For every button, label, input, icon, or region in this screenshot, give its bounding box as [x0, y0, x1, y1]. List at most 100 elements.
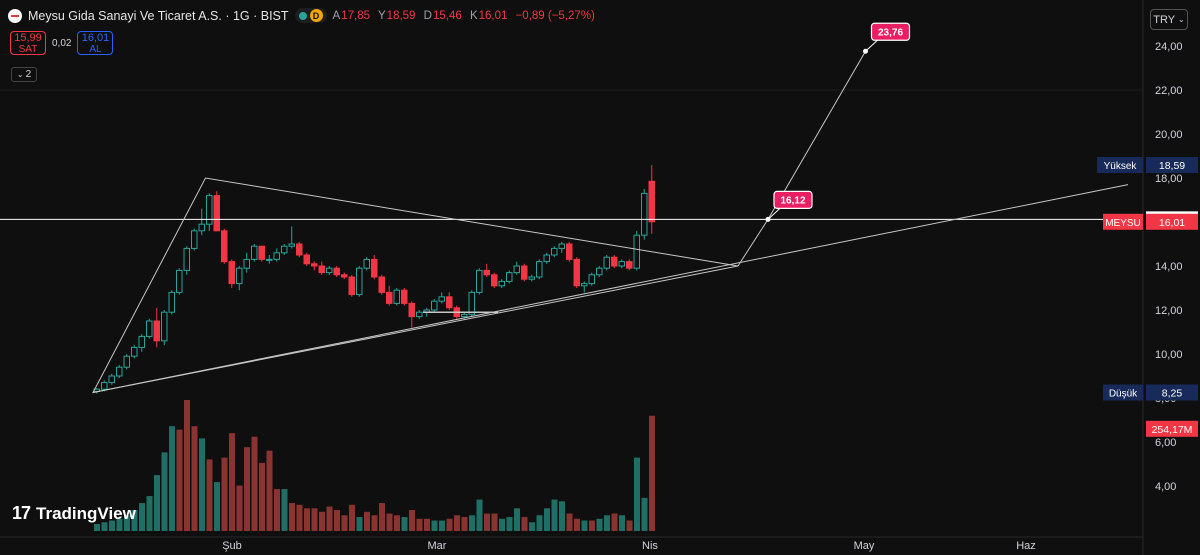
volume-bar	[439, 520, 445, 531]
y-tick-label: 4,00	[1155, 481, 1176, 493]
price-line-name-label: Düşük	[1109, 389, 1138, 400]
volume-bar	[626, 520, 633, 531]
candle-body	[521, 265, 528, 280]
price-axis-tag-value: 16,01	[1159, 217, 1185, 229]
currency-selector[interactable]: TRY ⌄	[1150, 9, 1188, 30]
volume-bar	[559, 501, 565, 531]
candle-body	[311, 263, 318, 267]
volume-bar	[131, 510, 138, 531]
candle-body	[303, 254, 310, 265]
buy-price: 16,01	[81, 32, 110, 44]
volume-bar	[649, 415, 655, 531]
spread-value: 0,02	[52, 37, 72, 49]
candle-body	[108, 375, 115, 384]
candle-body	[363, 258, 370, 269]
ohlc-open-value: 17,85	[341, 9, 370, 22]
candle-body	[258, 245, 265, 260]
candle-body	[168, 291, 175, 313]
brand-name: TradingView	[36, 503, 136, 523]
candle-body	[603, 256, 610, 269]
volume-bar	[634, 457, 640, 531]
candle-body	[566, 243, 573, 260]
candle-body	[288, 243, 295, 247]
callout-label: 16,12	[780, 195, 805, 206]
candle-body	[461, 313, 468, 318]
volume-bar	[596, 518, 603, 531]
volume-bar	[236, 485, 243, 531]
volume-bar	[424, 518, 430, 531]
volume-bar	[521, 517, 528, 531]
volume-bar	[281, 489, 288, 531]
volume-bar	[364, 511, 370, 531]
price-line-name-tag	[1097, 157, 1143, 174]
indicators-toggle[interactable]: ⌄ 2	[11, 67, 37, 82]
volume-bar	[506, 517, 513, 531]
candle-body	[611, 256, 618, 267]
symbol-title[interactable]: Meysu Gida Sanayi Ve Ticaret A.S. · 1G ·…	[28, 8, 289, 23]
ohlc-high-value: 18,59	[386, 9, 416, 22]
volume-bar	[334, 510, 340, 531]
candle-body	[438, 296, 445, 302]
buy-label: AL	[89, 44, 102, 55]
buy-button[interactable]: 16,01 AL	[77, 31, 114, 55]
volume-bar	[154, 475, 160, 531]
volume-bar	[199, 438, 205, 531]
volume-bar	[536, 515, 543, 531]
tradingview-brand[interactable]: 17 TradingView	[12, 503, 136, 524]
status-dot-1	[298, 11, 307, 20]
volume-bar	[454, 515, 460, 531]
candle-body	[378, 276, 385, 293]
volume-bar	[566, 513, 573, 531]
volume-bar	[161, 452, 168, 531]
callout-pointer	[767, 207, 781, 220]
chevron-down-icon: ⌄	[16, 70, 24, 79]
candle-body	[273, 252, 280, 260]
volume-bar	[401, 517, 408, 531]
candle-body	[371, 258, 378, 278]
candle-body	[543, 254, 550, 263]
y-tick-label: 20,00	[1155, 129, 1183, 141]
volume-bar	[251, 436, 258, 531]
data-delay-badge: D	[309, 9, 323, 22]
y-tick-label: 12,00	[1155, 305, 1183, 317]
volume-bar	[469, 515, 475, 531]
candle-body	[416, 311, 423, 318]
volume-bar	[604, 515, 610, 531]
triangle-pattern	[92, 177, 739, 394]
volume-bar	[146, 496, 153, 531]
ohlc-readout: A17,85 Y18,59 D15,46 K16,01 −0,89 (−5,27…	[333, 10, 600, 22]
candle-body	[333, 267, 340, 276]
x-tick-label: Şub	[222, 540, 242, 552]
candle-body	[483, 269, 490, 276]
volume-bar	[319, 511, 325, 531]
volume-bar	[214, 482, 220, 531]
candle-body	[348, 276, 355, 296]
candle-body	[198, 223, 205, 232]
candle-body	[581, 283, 588, 287]
price-axis-tag-value: 254,17M	[1152, 424, 1193, 436]
volume-bar	[529, 522, 535, 531]
ohlc-low-key: D	[423, 9, 432, 22]
price-line-name-label: Yüksek	[1104, 161, 1138, 172]
candle-body	[101, 382, 108, 390]
callout-pointer	[865, 39, 878, 52]
price-axis-tag-value: 8,25	[1162, 388, 1183, 400]
candle-body	[468, 291, 475, 315]
volume-bar	[124, 515, 130, 531]
tradingview-logo-icon: 17	[12, 503, 31, 523]
candle-body	[408, 302, 415, 318]
volume-bar	[446, 518, 453, 531]
candle-body	[528, 276, 535, 280]
price-axis-tag	[1146, 157, 1198, 174]
volume-bar	[356, 517, 363, 531]
candle-body	[573, 258, 580, 287]
candle-body	[191, 230, 198, 249]
target-projection-line	[737, 51, 866, 267]
sell-button[interactable]: 15,99 SAT	[10, 31, 46, 55]
ohlc-high-key: Y	[377, 9, 386, 22]
candle-body	[236, 267, 243, 285]
volume-bar	[169, 426, 175, 531]
market-status-dots[interactable]: D	[294, 8, 327, 23]
volume-bar	[116, 518, 123, 531]
